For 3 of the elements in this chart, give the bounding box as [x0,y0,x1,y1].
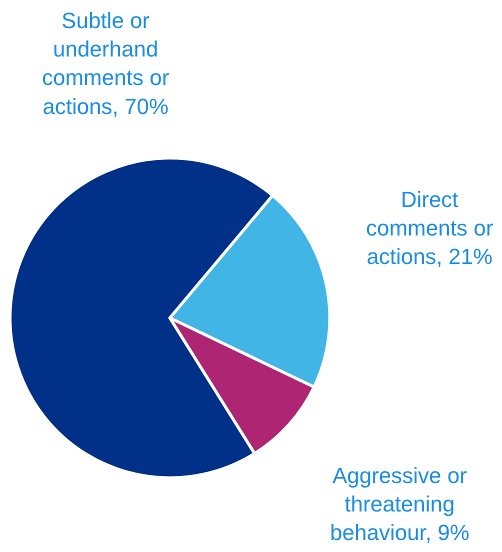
slice-label: Direct comments or actions, 21% [366,187,494,270]
slice-label: Aggressive or threatening behaviour, 9% [330,463,470,546]
slice-label: Subtle or underhand comments or actions, 70% [42,8,170,119]
